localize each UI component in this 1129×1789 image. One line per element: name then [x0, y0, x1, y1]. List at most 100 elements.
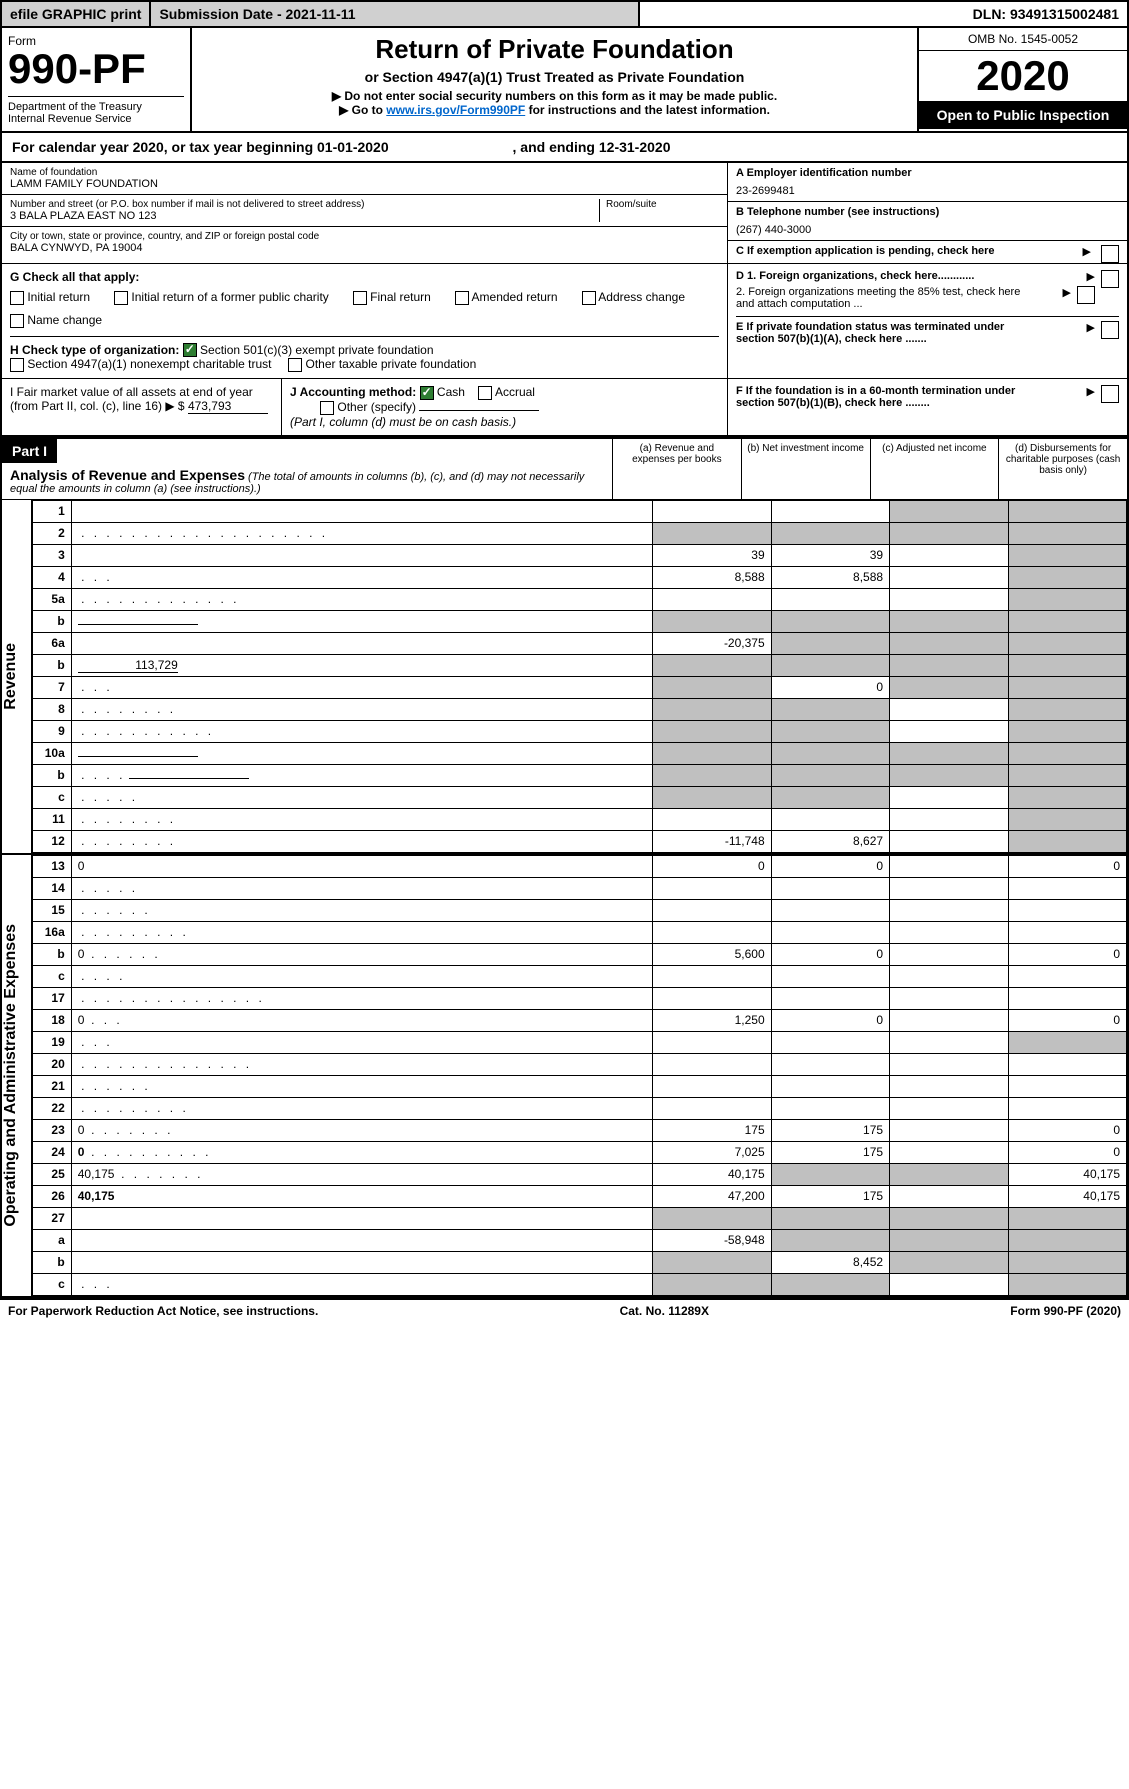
table-row: b8,452 [33, 1251, 1127, 1273]
submission-date-button[interactable]: Submission Date - 2021-11-11 [151, 2, 640, 26]
city-value: BALA CYNWYD, PA 19004 [10, 242, 719, 254]
i-cell: I Fair market value of all assets at end… [2, 379, 282, 435]
cell-d [1008, 1031, 1126, 1053]
line-desc: . . . . . . . . [71, 808, 652, 830]
city-cell: City or town, state or province, country… [2, 227, 727, 258]
amended-return-checkbox[interactable] [455, 291, 469, 305]
initial-former-checkbox[interactable] [114, 291, 128, 305]
cell-d [1008, 676, 1126, 698]
part1-header: Part I Analysis of Revenue and Expenses … [2, 437, 1127, 500]
i-value: 473,793 [188, 399, 268, 414]
cell-b [771, 1273, 889, 1295]
header: Form 990-PF Department of the Treasury I… [2, 28, 1127, 133]
cell-a [653, 676, 771, 698]
table-row: b . . . . [33, 764, 1127, 786]
line-number: 24 [33, 1141, 72, 1163]
line-desc: 0 . . . . . . . . . . [71, 1141, 652, 1163]
info-right: A Employer identification number 23-2699… [727, 163, 1127, 263]
cell-a [653, 987, 771, 1009]
table-row: 19 . . . [33, 1031, 1127, 1053]
4947-checkbox[interactable] [10, 358, 24, 372]
cell-b [771, 808, 889, 830]
d1-checkbox[interactable] [1101, 270, 1119, 288]
name-change-checkbox[interactable] [10, 314, 24, 328]
line-number: 4 [33, 566, 72, 588]
dept-label: Department of the Treasury Internal Reve… [8, 96, 184, 125]
line-number: 21 [33, 1075, 72, 1097]
line-number: 5a [33, 588, 72, 610]
j-accrual: Accrual [495, 385, 535, 399]
g-checks: Initial return Initial return of a forme… [10, 290, 719, 328]
cell-b [771, 877, 889, 899]
cell-d [1008, 1207, 1126, 1229]
ein-cell: A Employer identification number 23-2699… [728, 163, 1127, 202]
j-label: J Accounting method: [290, 385, 416, 399]
g-opt-1: Initial return of a former public charit… [131, 290, 328, 304]
section-g-right: D 1. Foreign organizations, check here..… [727, 264, 1127, 378]
cell-c [890, 500, 1008, 522]
efile-button[interactable]: efile GRAPHIC print [2, 2, 151, 26]
cell-b: 0 [771, 855, 889, 877]
address-cell: Number and street (or P.O. box number if… [2, 195, 727, 227]
cell-c [890, 566, 1008, 588]
cell-a [653, 742, 771, 764]
line-desc: . . . . . . . . . [71, 921, 652, 943]
line-number: 11 [33, 808, 72, 830]
line-desc: 40,175 [71, 1185, 652, 1207]
line-number: b [33, 654, 72, 676]
g-opt-4: Address change [598, 290, 685, 304]
line-desc: . . . [71, 1273, 652, 1295]
irs-link[interactable]: www.irs.gov/Form990PF [386, 103, 525, 117]
cell-b [771, 899, 889, 921]
cell-c [890, 943, 1008, 965]
line-number: 12 [33, 830, 72, 852]
cell-d: 0 [1008, 1009, 1126, 1031]
cell-b: 0 [771, 943, 889, 965]
accrual-checkbox[interactable] [478, 386, 492, 400]
address-change-checkbox[interactable] [582, 291, 596, 305]
cell-c [890, 720, 1008, 742]
cell-a [653, 764, 771, 786]
line-number: 20 [33, 1053, 72, 1075]
line-number: 6a [33, 632, 72, 654]
cell-a: -11,748 [653, 830, 771, 852]
cell-a: 7,025 [653, 1141, 771, 1163]
e-row: E If private foundation status was termi… [736, 316, 1119, 345]
cell-a: 40,175 [653, 1163, 771, 1185]
cell-a: 1,250 [653, 1009, 771, 1031]
e-checkbox[interactable] [1101, 321, 1119, 339]
table-row: b [33, 610, 1127, 632]
cell-a [653, 877, 771, 899]
expenses-table: 13000014 . . . . .15 . . . . . .16a . . … [32, 855, 1127, 1296]
cell-b [771, 610, 889, 632]
other-taxable-checkbox[interactable] [288, 358, 302, 372]
cell-c [890, 1097, 1008, 1119]
cell-a [653, 588, 771, 610]
line-desc: . . . . . . . . . . . [71, 720, 652, 742]
phone-cell: B Telephone number (see instructions) (2… [728, 202, 1127, 241]
line-number: 25 [33, 1163, 72, 1185]
cell-d [1008, 921, 1126, 943]
table-row: 12 . . . . . . . .-11,7488,627 [33, 830, 1127, 852]
line-number: a [33, 1229, 72, 1251]
table-row: b0 . . . . . .5,60000 [33, 943, 1127, 965]
initial-return-checkbox[interactable] [10, 291, 24, 305]
501c3-checkbox[interactable] [183, 343, 197, 357]
f-checkbox[interactable] [1101, 385, 1119, 403]
header-center: Return of Private Foundation or Section … [192, 28, 917, 131]
exemption-checkbox[interactable] [1101, 245, 1119, 263]
cell-a [653, 1053, 771, 1075]
cell-b [771, 1163, 889, 1185]
table-row: 230 . . . . . . .1751750 [33, 1119, 1127, 1141]
room-label: Room/suite [606, 199, 719, 210]
cell-b [771, 1053, 889, 1075]
other-method-checkbox[interactable] [320, 401, 334, 415]
cell-d [1008, 588, 1126, 610]
j-cash: Cash [437, 385, 465, 399]
cash-checkbox[interactable] [420, 386, 434, 400]
d2-checkbox[interactable] [1077, 286, 1095, 304]
cell-c [890, 742, 1008, 764]
cell-c [890, 855, 1008, 877]
footer-left: For Paperwork Reduction Act Notice, see … [8, 1304, 318, 1318]
final-return-checkbox[interactable] [353, 291, 367, 305]
